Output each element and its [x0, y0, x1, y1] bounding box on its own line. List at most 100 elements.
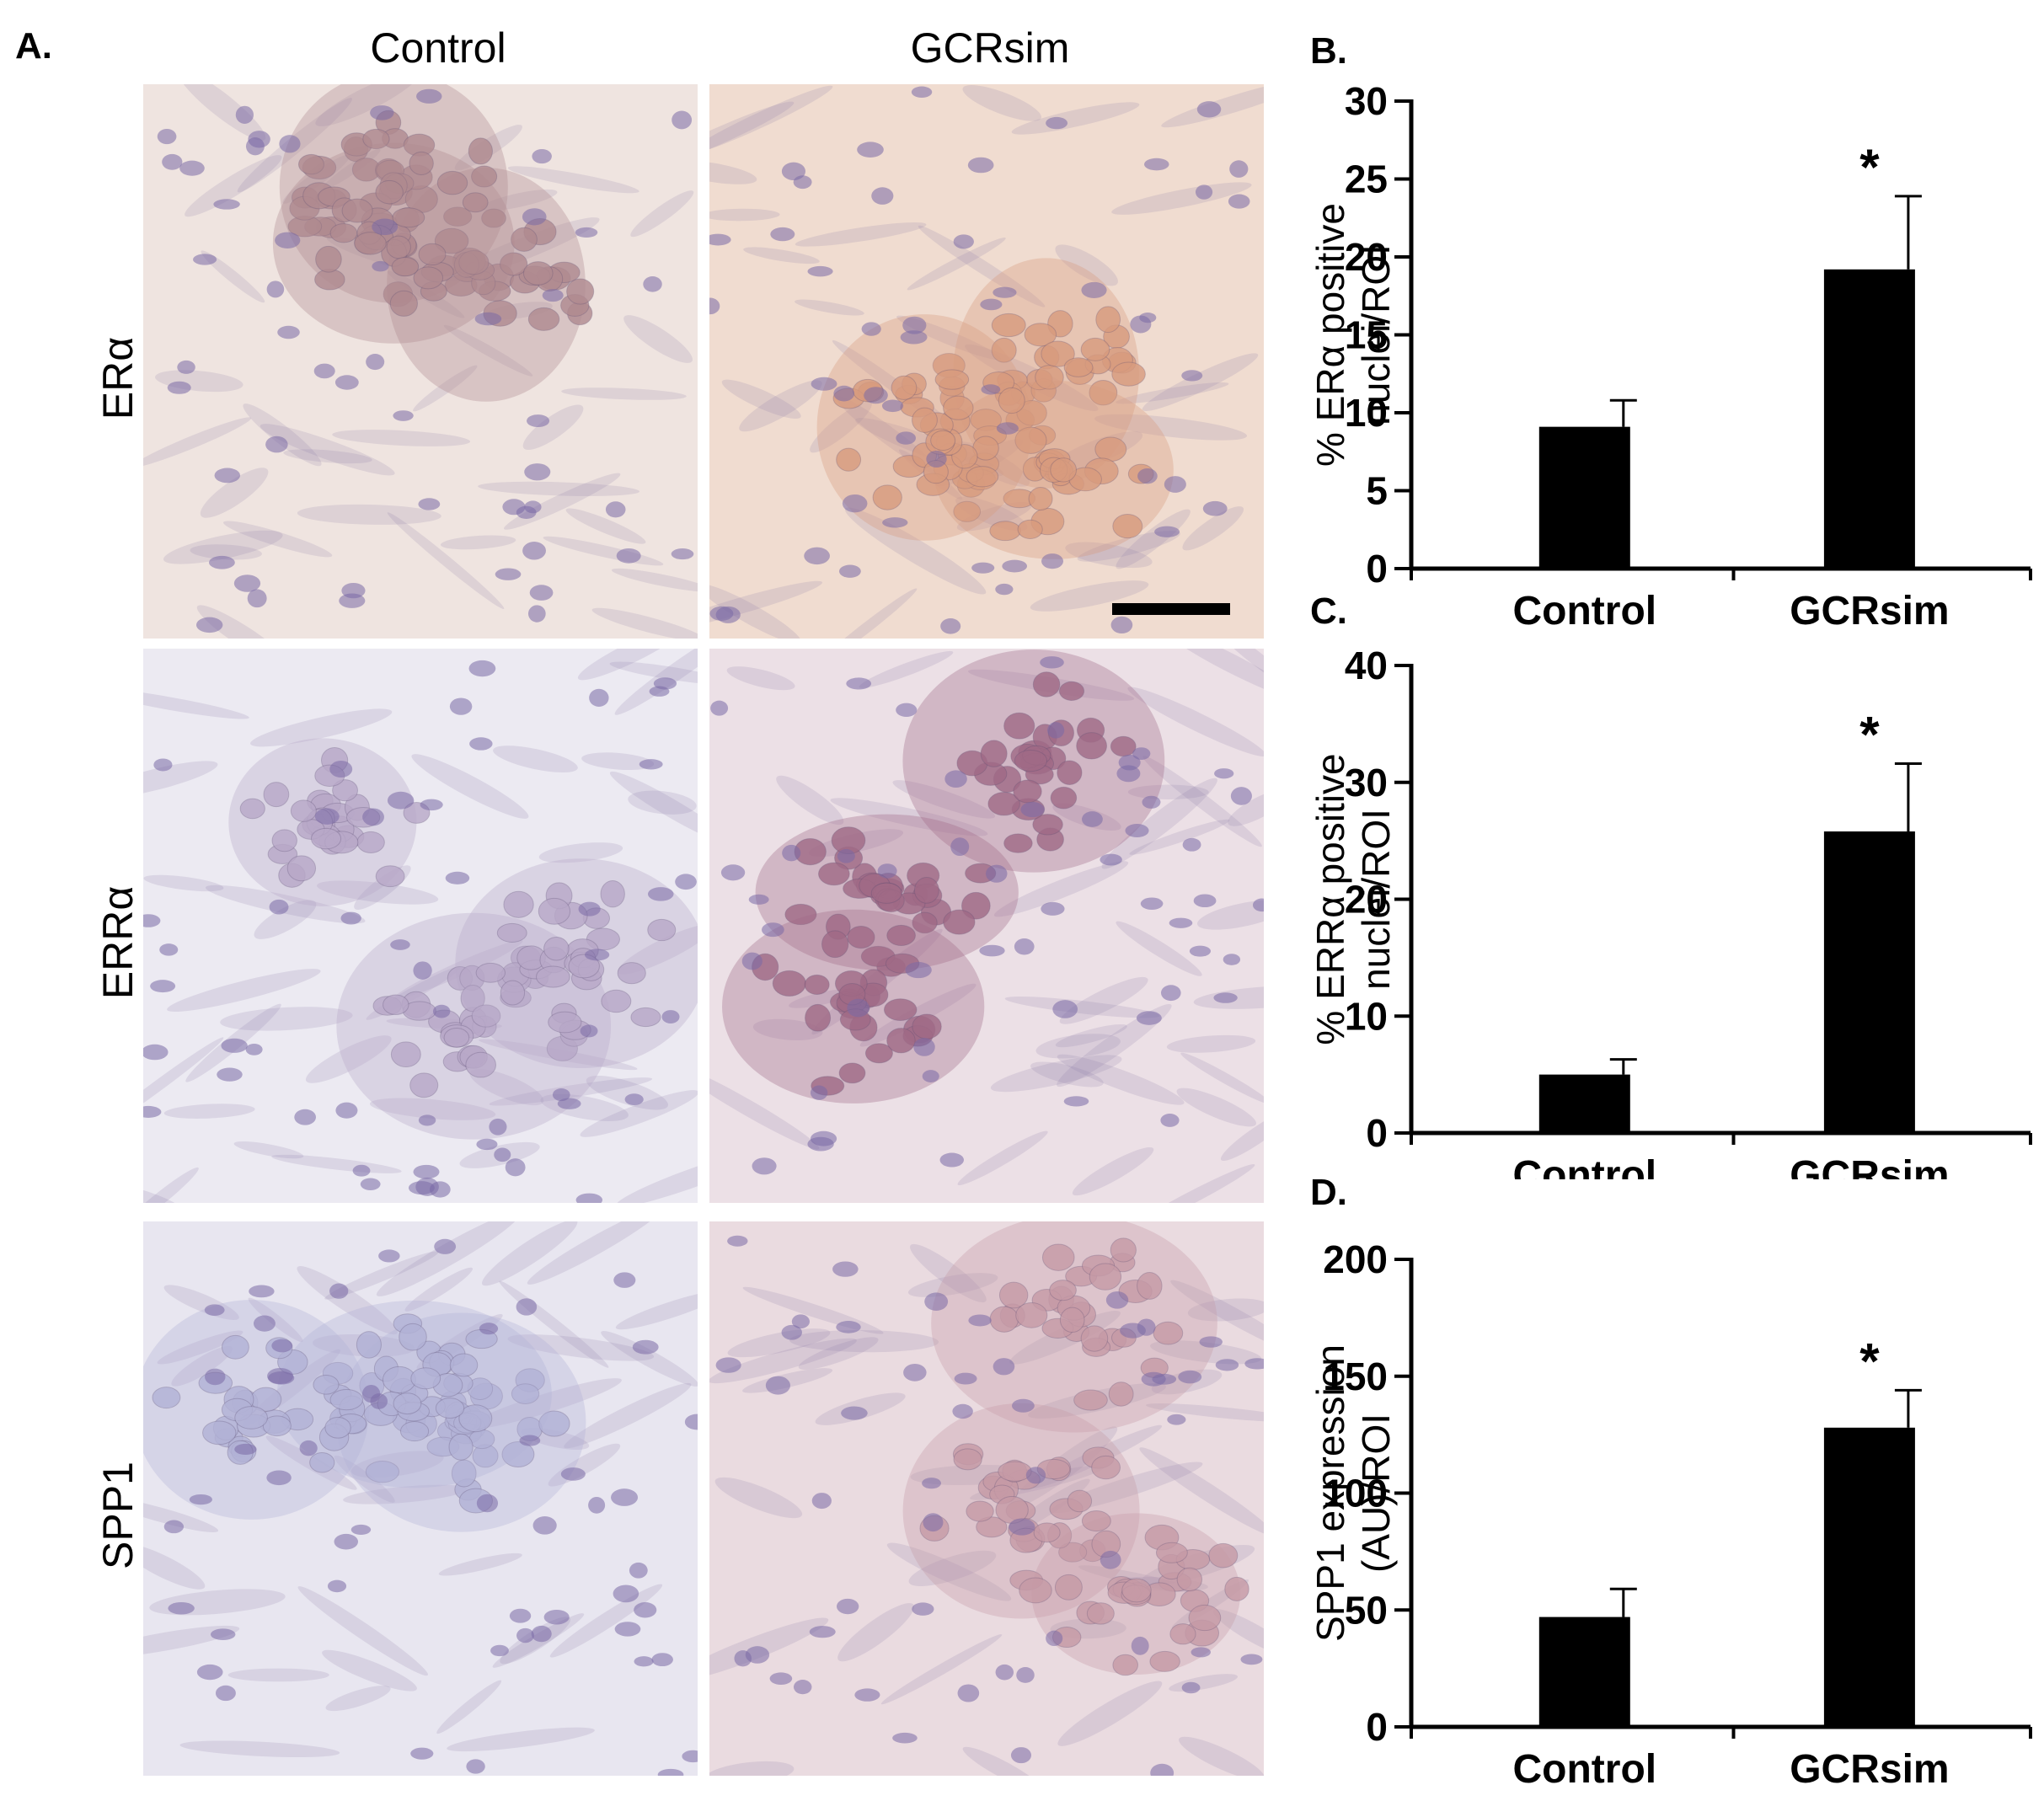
stroma-streak	[1187, 1298, 1264, 1322]
cell-nucleus	[354, 232, 387, 255]
cell-nucleus	[548, 1011, 582, 1034]
y-axis-label: SPP1 expression(AU)/ROI	[1308, 1344, 1398, 1642]
stromal-nucleus	[727, 1235, 748, 1247]
stromal-nucleus	[684, 1414, 698, 1430]
y-tick-label: 20	[1345, 878, 1388, 922]
stromal-nucleus	[560, 1467, 586, 1481]
stroma-streak	[190, 544, 262, 560]
stroma-streak	[1116, 382, 1229, 404]
stroma-streak	[1057, 1003, 1172, 1088]
cell-nucleus	[980, 740, 1008, 767]
stroma-streak	[171, 1345, 233, 1387]
stroma-streak	[709, 208, 780, 222]
cell-nucleus	[870, 882, 902, 904]
stromal-nucleus	[210, 1628, 236, 1641]
stromal-nucleus	[924, 1292, 949, 1311]
cell-nucleus	[341, 198, 373, 223]
stromal-nucleus	[157, 128, 177, 145]
cell-nucleus	[630, 1007, 661, 1028]
stromal-nucleus	[490, 1644, 509, 1657]
stromal-nucleus	[1223, 954, 1241, 965]
stroma-streak	[376, 1221, 521, 1296]
stromal-nucleus	[1063, 1096, 1089, 1107]
cell-nucleus	[1067, 1489, 1093, 1513]
cell-nucleus	[1091, 1455, 1121, 1480]
stroma-streak	[1142, 353, 1259, 411]
cell-nucleus	[1112, 1654, 1139, 1676]
stromal-nucleus	[842, 494, 868, 513]
cell-nucleus	[600, 880, 625, 908]
cell-nucleus	[805, 1003, 832, 1032]
stromal-nucleus	[993, 286, 1017, 298]
stroma-streak	[1077, 531, 1180, 562]
cell-nucleus	[465, 1051, 496, 1078]
stromal-nucleus	[1252, 898, 1264, 912]
stromal-nucleus	[557, 1098, 581, 1109]
stromal-nucleus	[661, 1010, 680, 1023]
stromal-nucleus	[1202, 500, 1228, 516]
stromal-nucleus	[715, 606, 741, 623]
stroma-streak	[721, 379, 801, 420]
stroma-streak	[481, 1221, 578, 1286]
cell-nucleus	[468, 137, 493, 165]
cell-nucleus	[263, 782, 290, 808]
stromal-nucleus	[143, 914, 161, 927]
significance-marker: *	[1859, 139, 1880, 195]
cell-nucleus	[953, 1448, 982, 1471]
stromal-nucleus	[903, 1363, 927, 1381]
cell-nucleus	[836, 447, 862, 472]
stroma-streak	[227, 1668, 329, 1682]
cell-nucleus	[511, 227, 538, 252]
stromal-nucleus	[434, 1238, 457, 1254]
y-tick-label: 0	[1366, 547, 1388, 591]
cell-nucleus	[1033, 1522, 1061, 1543]
cell-nucleus	[413, 266, 444, 290]
stroma-streak	[611, 568, 698, 592]
cell-nucleus	[1041, 1243, 1075, 1271]
stromal-nucleus	[745, 1646, 770, 1664]
stroma-streak	[297, 504, 441, 525]
cell-nucleus	[356, 1331, 382, 1359]
cell-nucleus	[1024, 323, 1057, 347]
cell-nucleus	[362, 128, 390, 150]
stromal-nucleus	[335, 1102, 358, 1119]
stromal-nucleus	[838, 564, 861, 578]
stromal-nucleus	[1229, 160, 1249, 178]
stroma-streak	[260, 424, 395, 476]
stromal-nucleus	[1154, 526, 1180, 537]
panel-letter: B.	[1310, 30, 1347, 72]
stromal-nucleus	[769, 1672, 793, 1686]
stromal-nucleus	[413, 1164, 440, 1179]
panel-letter: C.	[1310, 591, 1347, 632]
stromal-nucleus	[1046, 116, 1068, 130]
stromal-nucleus	[900, 330, 928, 345]
stromal-nucleus	[529, 585, 554, 601]
cell-nucleus	[503, 890, 534, 918]
stromal-nucleus	[196, 1664, 223, 1681]
stromal-nucleus	[370, 105, 394, 120]
stroma-streak	[561, 387, 687, 400]
stromal-nucleus	[468, 660, 496, 677]
stromal-nucleus	[1193, 894, 1217, 908]
cell-nucleus	[462, 192, 489, 213]
cell-nucleus	[511, 1383, 540, 1404]
stroma-streak	[614, 649, 698, 715]
stromal-nucleus	[233, 575, 261, 592]
stromal-nucleus	[877, 863, 897, 879]
stroma-streak	[297, 1586, 428, 1676]
stromal-nucleus	[861, 322, 881, 336]
cell-nucleus	[1019, 1577, 1052, 1604]
stroma-streak	[143, 1625, 240, 1658]
stroma-streak	[157, 1330, 243, 1365]
stromal-nucleus	[807, 1136, 834, 1152]
row-header-spp1: SPP1	[94, 1462, 142, 1569]
stromal-nucleus	[505, 1158, 526, 1177]
cell-nucleus	[409, 151, 434, 175]
cell-nucleus	[772, 970, 806, 997]
stromal-nucleus	[268, 1371, 295, 1385]
cell-nucleus	[976, 1516, 1008, 1538]
cell-nucleus	[891, 375, 918, 400]
stromal-nucleus	[189, 1494, 212, 1505]
stromal-nucleus	[922, 1478, 941, 1489]
stromal-nucleus	[741, 952, 762, 970]
